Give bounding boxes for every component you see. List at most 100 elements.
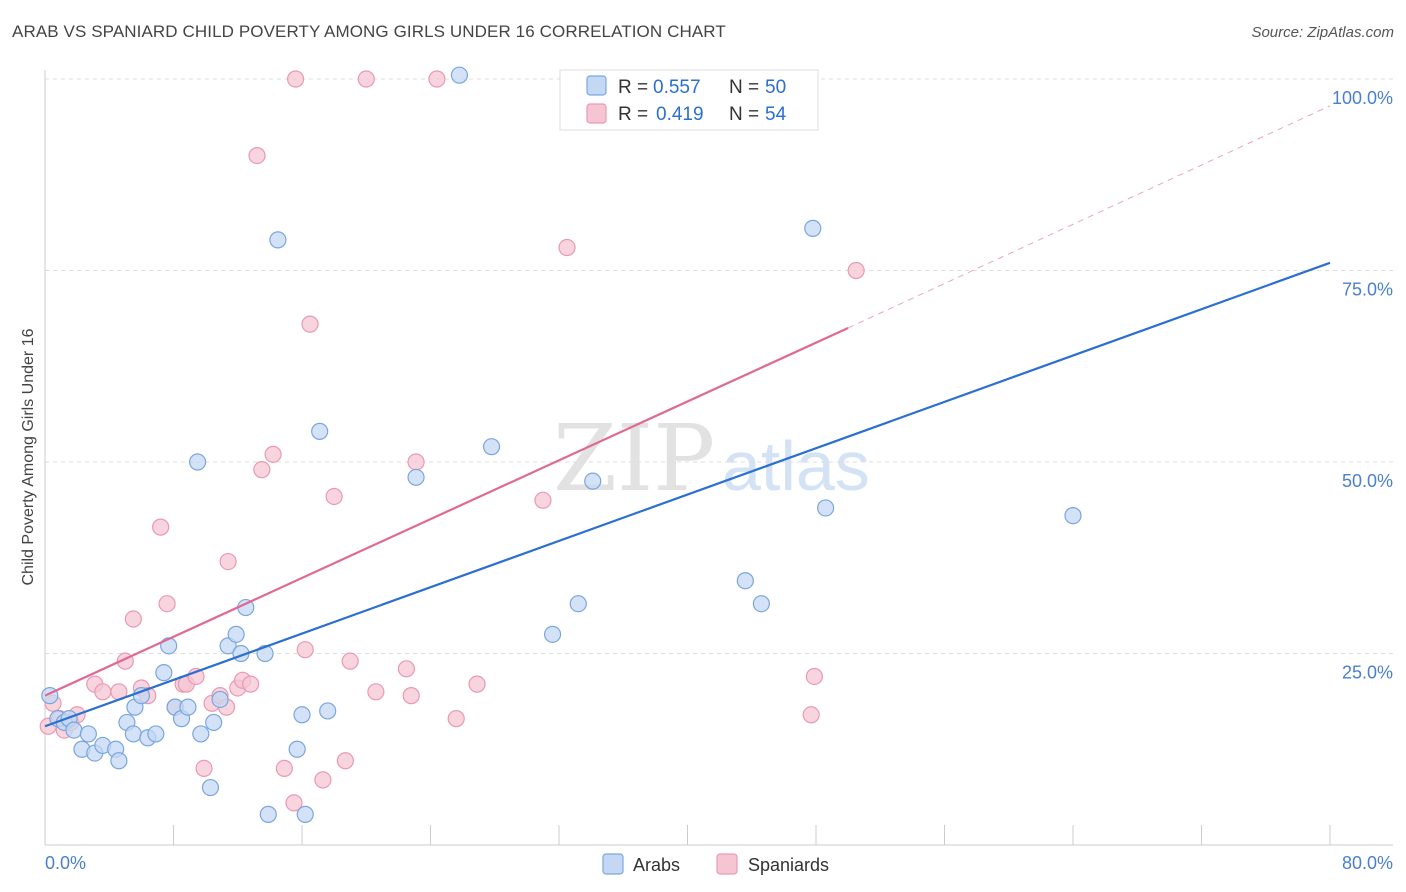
legend-spaniards-label: Spaniards	[748, 855, 829, 875]
arabs-point-41	[543, 625, 562, 643]
x-tick-label-min: 0.0%	[45, 853, 86, 873]
arabs-legend-swatch	[586, 75, 607, 96]
arabs-point-44	[736, 572, 754, 590]
legend-spaniards-swatch	[716, 853, 738, 875]
watermark-atlas: atlas	[722, 427, 870, 505]
arabs-point-35	[293, 706, 311, 724]
arabs-point-25	[205, 713, 223, 732]
y-tick-label-25: 25.0%	[1342, 663, 1393, 683]
arabs-points	[41, 66, 1082, 823]
arabs-point-36	[296, 805, 314, 823]
spaniards-point-36	[336, 752, 354, 770]
y-tick-label-50: 50.0%	[1342, 471, 1393, 491]
spaniards-point-50	[802, 706, 820, 724]
spaniards-n-value: 54	[765, 104, 787, 125]
spaniards-point-43	[428, 70, 446, 88]
arabs-point-23	[192, 725, 210, 743]
source-label: Source: ZipAtlas.com	[1251, 24, 1394, 41]
spaniards-point-32	[296, 641, 314, 659]
arabs-trendline	[44, 261, 1331, 728]
spaniards-point-40	[397, 660, 416, 678]
x-ticks	[173, 825, 1331, 845]
arabs-point-49	[450, 66, 469, 84]
spaniards-point-25	[242, 675, 260, 693]
arabs-point-26	[211, 690, 229, 709]
spaniards-point-22	[219, 552, 237, 571]
spaniards-trendline-extension	[847, 105, 1331, 329]
spaniards-point-33	[301, 315, 319, 333]
arabs-point-32	[259, 805, 277, 823]
spaniards-point-30	[285, 794, 303, 812]
arabs-point-10	[110, 752, 128, 770]
arabs-point-14	[132, 687, 150, 705]
spaniards-point-13	[158, 595, 176, 613]
spaniards-point-42	[407, 453, 425, 471]
spaniards-point-44	[447, 710, 465, 728]
arabs-point-37	[311, 422, 329, 440]
arabs-point-28	[227, 625, 245, 643]
y-tick-label-75: 75.0%	[1342, 280, 1393, 300]
spaniards-point-37	[341, 652, 359, 670]
arabs-point-39	[407, 468, 425, 486]
arabs-point-42	[569, 595, 587, 613]
arabs-point-38	[319, 702, 337, 720]
spaniards-point-46	[534, 491, 552, 509]
arabs-point-12	[124, 725, 142, 743]
arabs-point-17	[155, 664, 173, 682]
spaniards-n-label: N =	[729, 104, 759, 125]
spaniards-point-26	[248, 147, 266, 165]
arabs-point-46	[804, 219, 822, 237]
spaniards-point-52	[847, 261, 865, 280]
spaniards-point-6	[94, 683, 112, 701]
spaniards-point-9	[124, 610, 142, 628]
stats-legend: R = 0.557 N = 50 R = 0.419 N = 54	[559, 69, 819, 131]
spaniards-point-29	[275, 759, 293, 778]
x-tick-label-max: 80.0%	[1342, 853, 1393, 873]
arabs-point-6	[79, 725, 97, 743]
watermark-zip: ZIP	[553, 405, 715, 512]
spaniards-trendline	[44, 326, 849, 697]
arabs-point-16	[147, 725, 165, 743]
gridlines	[45, 78, 1393, 654]
arabs-point-40	[482, 438, 501, 456]
spaniards-point-28	[264, 445, 282, 463]
legend-arabs-swatch	[602, 853, 624, 875]
spaniards-point-45	[468, 675, 486, 693]
arabs-point-18	[160, 637, 178, 655]
arabs-n-label: N =	[729, 77, 759, 98]
arabs-point-43	[584, 472, 602, 490]
y-tick-labels: 25.0% 50.0% 75.0% 100.0%	[1332, 88, 1393, 683]
trendlines	[44, 105, 1331, 728]
arabs-point-33	[269, 231, 287, 249]
spaniards-point-39	[367, 683, 385, 701]
spaniards-point-12	[152, 518, 170, 536]
y-tick-label-100: 100.0%	[1332, 88, 1393, 108]
arabs-point-45	[752, 595, 770, 613]
spaniards-point-18	[195, 759, 213, 778]
arabs-n-value: 50	[765, 77, 786, 98]
arabs-point-24	[201, 778, 220, 797]
arabs-r-label: R =	[618, 77, 648, 98]
series-legend: Arabs Spaniards	[602, 853, 829, 875]
spaniards-point-35	[325, 487, 343, 506]
legend-arabs-label: Arabs	[633, 855, 680, 875]
spaniards-point-47	[558, 238, 576, 257]
spaniards-point-34	[314, 771, 332, 789]
arabs-point-47	[817, 499, 835, 517]
spaniards-point-41	[402, 687, 420, 705]
spaniards-r-value: 0.419	[656, 104, 704, 125]
arabs-r-value: 0.557	[653, 77, 701, 98]
spaniards-point-27	[253, 461, 271, 479]
arabs-point-48	[1064, 507, 1082, 525]
spaniards-legend-swatch	[586, 103, 607, 124]
spaniards-r-label: R =	[618, 104, 648, 125]
arabs-point-22	[188, 453, 207, 471]
arabs-point-4	[65, 721, 83, 739]
axes	[44, 70, 1393, 846]
arabs-point-21	[179, 698, 197, 716]
spaniards-point-38	[357, 70, 375, 88]
spaniards-point-31	[286, 70, 305, 88]
spaniards-point-51	[805, 667, 823, 686]
arabs-point-34	[288, 740, 306, 758]
